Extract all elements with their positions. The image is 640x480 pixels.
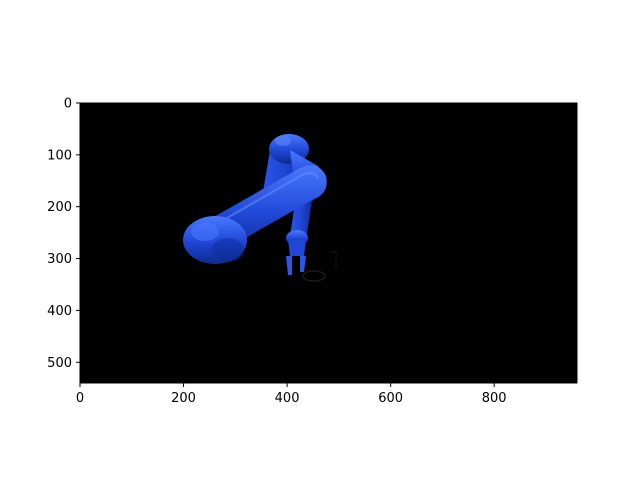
y-axis: 0 100 200 300 400 500 bbox=[47, 97, 80, 371]
x-tick-label: 400 bbox=[275, 391, 300, 406]
y-tick-label: 0 bbox=[64, 97, 72, 112]
x-tick-label: 600 bbox=[378, 391, 403, 406]
x-tick-label: 200 bbox=[171, 391, 196, 406]
plot-frame bbox=[79, 102, 578, 384]
image-area bbox=[80, 103, 577, 383]
robot-arm bbox=[183, 134, 337, 282]
x-tick-label: 0 bbox=[76, 391, 84, 406]
y-tick-label: 100 bbox=[47, 148, 72, 163]
x-axis: 0 200 400 600 800 bbox=[76, 383, 507, 406]
y-tick-label: 500 bbox=[47, 356, 72, 371]
x-tick-label: 800 bbox=[482, 391, 507, 406]
y-tick-label: 200 bbox=[47, 200, 72, 215]
y-tick-label: 400 bbox=[47, 304, 72, 319]
y-tick-label: 300 bbox=[47, 252, 72, 267]
